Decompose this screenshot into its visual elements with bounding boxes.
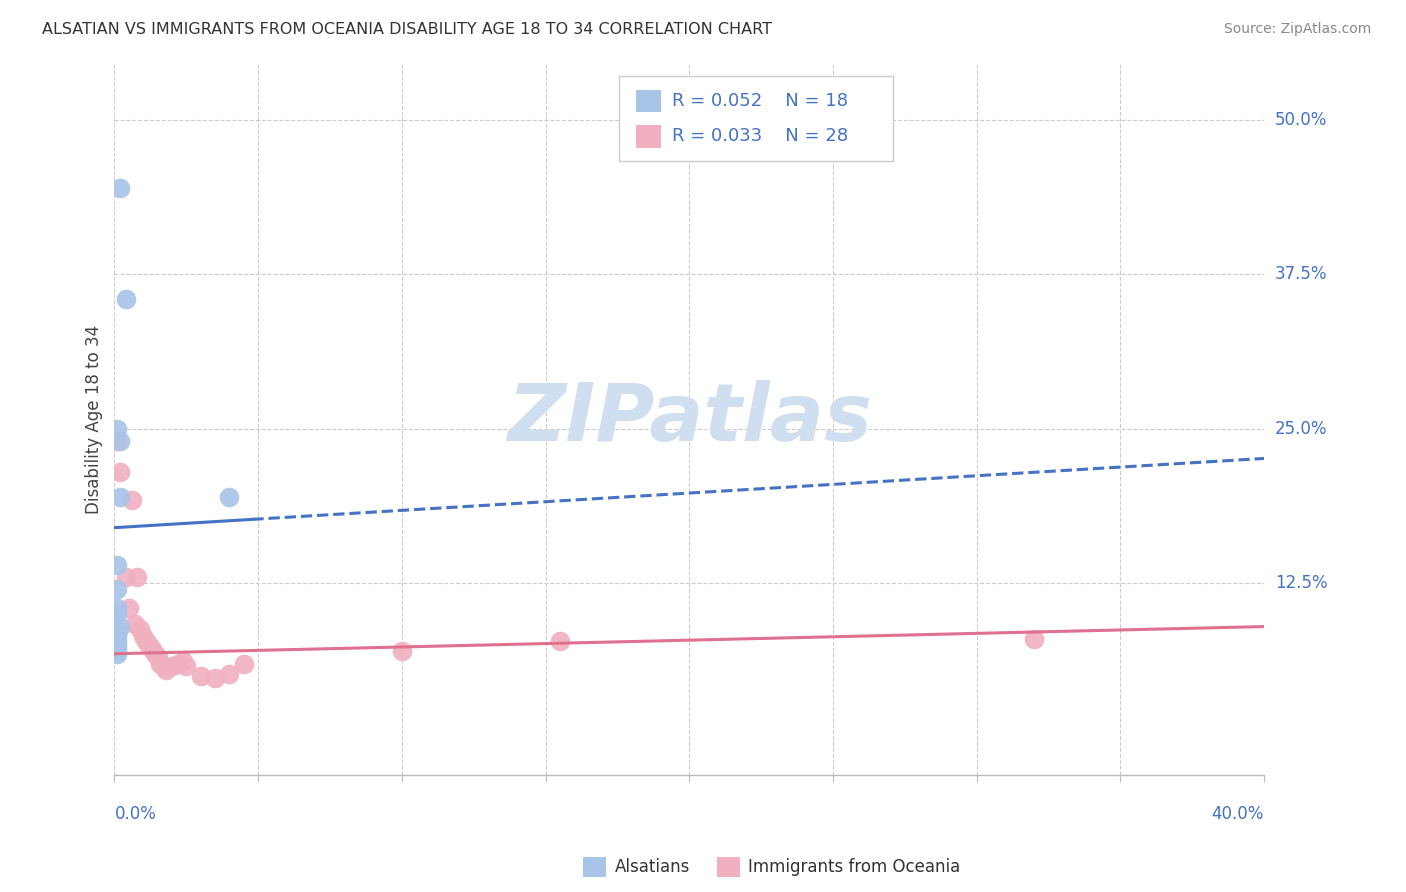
Text: R = 0.052    N = 18: R = 0.052 N = 18 xyxy=(672,92,848,110)
Point xyxy=(155,663,177,677)
Point xyxy=(135,634,157,648)
Point xyxy=(132,630,155,644)
Point xyxy=(174,659,197,673)
Point xyxy=(146,650,169,665)
Point xyxy=(391,644,413,658)
Text: ALSATIAN VS IMMIGRANTS FROM OCEANIA DISABILITY AGE 18 TO 34 CORRELATION CHART: ALSATIAN VS IMMIGRANTS FROM OCEANIA DISA… xyxy=(42,22,772,37)
Text: ZIPatlas: ZIPatlas xyxy=(506,381,872,458)
Point xyxy=(108,490,131,504)
Point xyxy=(172,654,194,668)
Point xyxy=(108,434,131,449)
Point xyxy=(115,292,138,306)
Point xyxy=(160,659,183,673)
Point xyxy=(124,617,146,632)
Point xyxy=(108,465,131,479)
Text: Source: ZipAtlas.com: Source: ZipAtlas.com xyxy=(1223,22,1371,37)
Text: 0.0%: 0.0% xyxy=(114,805,156,823)
Point xyxy=(166,657,188,671)
Point xyxy=(105,625,128,640)
Point xyxy=(105,644,128,658)
Point xyxy=(105,582,128,597)
Point xyxy=(1022,632,1045,646)
Point xyxy=(129,622,152,636)
Text: 40.0%: 40.0% xyxy=(1212,805,1264,823)
Point xyxy=(118,601,141,615)
Text: Immigrants from Oceania: Immigrants from Oceania xyxy=(748,858,960,876)
Point xyxy=(138,638,160,652)
Point xyxy=(105,647,128,661)
Text: R = 0.033    N = 28: R = 0.033 N = 28 xyxy=(672,128,848,145)
Point xyxy=(218,490,240,504)
Point xyxy=(105,634,128,648)
Text: 37.5%: 37.5% xyxy=(1275,265,1327,284)
Point xyxy=(105,558,128,572)
Point xyxy=(141,641,163,656)
Text: 12.5%: 12.5% xyxy=(1275,574,1327,592)
Point xyxy=(152,659,174,673)
Point xyxy=(190,669,212,683)
Point xyxy=(121,493,143,508)
Point xyxy=(149,657,172,671)
Point xyxy=(105,640,128,655)
Point xyxy=(108,180,131,194)
Point xyxy=(143,647,166,661)
Point xyxy=(204,672,226,686)
Point xyxy=(232,657,254,671)
Point xyxy=(127,570,149,584)
Point xyxy=(108,619,131,633)
Point xyxy=(105,601,128,615)
Text: Alsatians: Alsatians xyxy=(614,858,690,876)
Point xyxy=(115,570,138,584)
Point xyxy=(548,634,571,648)
Point xyxy=(105,607,128,622)
Text: 50.0%: 50.0% xyxy=(1275,111,1327,128)
Point xyxy=(105,422,128,436)
Text: 25.0%: 25.0% xyxy=(1275,420,1327,438)
Point xyxy=(218,666,240,681)
Y-axis label: Disability Age 18 to 34: Disability Age 18 to 34 xyxy=(86,325,103,514)
Point xyxy=(105,630,128,644)
Point xyxy=(105,434,128,449)
Point xyxy=(105,638,128,652)
